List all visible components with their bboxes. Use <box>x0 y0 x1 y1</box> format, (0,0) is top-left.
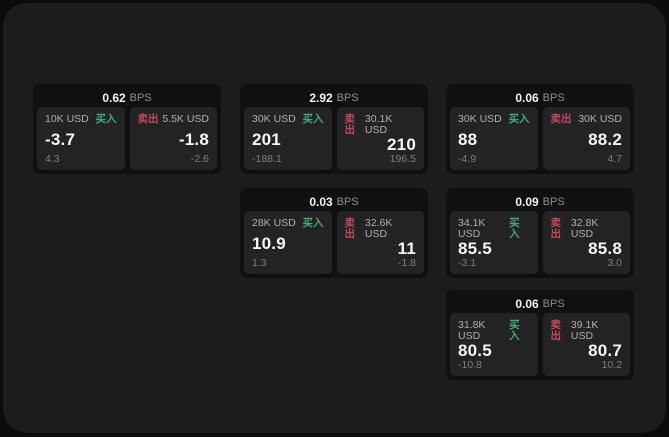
sell-tile[interactable]: 卖出 5.5K USD -1.8 -2.6 <box>129 107 217 170</box>
buy-badge: 买入 <box>509 319 520 342</box>
quote-tiles: 28K USD 买入 10.9 1.3 卖出 32.6K USD 11 -1.8 <box>244 211 424 274</box>
buy-delta: 1.3 <box>252 256 267 269</box>
sell-price: 80.7 <box>588 340 622 360</box>
sell-price: 88.2 <box>588 129 622 149</box>
quote-tiles: 30K USD 买入 201 -188.1 卖出 30.1K USD 210 1… <box>244 107 424 170</box>
sell-price: 85.8 <box>588 238 622 258</box>
sell-tile[interactable]: 卖出 30.1K USD 210 196.5 <box>336 107 424 170</box>
buy-badge: 买入 <box>302 217 324 229</box>
bps-card-4: 0.03 BPS 28K USD 买入 10.9 1.3 卖出 32.6K US… <box>240 188 428 278</box>
sell-delta: 3.0 <box>607 256 622 269</box>
buy-amount: 28K USD <box>252 217 296 229</box>
sell-amount: 5.5K USD <box>162 113 209 125</box>
buy-tile[interactable]: 30K USD 买入 88 -4.9 <box>450 107 538 170</box>
bps-value: 0.06 <box>515 90 539 105</box>
bps-card-5: 0.09 BPS 34.1K USD 买入 85.5 -3.1 卖出 32.8K… <box>446 188 634 278</box>
sell-badge: 卖出 <box>137 113 159 125</box>
sell-delta: 4.7 <box>607 152 622 165</box>
bps-unit-label: BPS <box>542 195 565 208</box>
card-header: 0.62 BPS <box>37 88 217 107</box>
sell-amount: 32.6K USD <box>364 217 393 240</box>
sell-badge: 卖出 <box>344 113 356 136</box>
sell-delta: -1.8 <box>397 256 416 269</box>
card-header: 0.06 BPS <box>450 294 630 313</box>
buy-delta: -188.1 <box>252 152 282 165</box>
sell-tile[interactable]: 卖出 30K USD 88.2 4.7 <box>542 107 630 170</box>
buy-badge: 买入 <box>302 113 324 125</box>
buy-price: 80.5 <box>458 340 492 360</box>
buy-price: 85.5 <box>458 238 492 258</box>
sell-tile[interactable]: 卖出 32.6K USD 11 -1.8 <box>336 211 424 274</box>
buy-tile[interactable]: 10K USD 买入 -3.7 4.3 <box>37 107 125 170</box>
buy-price: 88 <box>458 129 478 149</box>
sell-delta: 10.2 <box>601 358 622 371</box>
buy-amount: 30K USD <box>252 113 296 125</box>
sell-delta: -2.6 <box>190 152 209 165</box>
bps-value: 2.92 <box>309 90 333 105</box>
buy-delta: -3.1 <box>458 256 477 269</box>
buy-tile[interactable]: 30K USD 买入 201 -188.1 <box>244 107 332 170</box>
buy-amount: 10K USD <box>45 113 89 125</box>
buy-amount: 34.1K USD <box>458 217 486 240</box>
bps-unit-label: BPS <box>336 91 359 104</box>
main-panel: 0.62 BPS 10K USD 买入 -3.7 4.3 卖出 5.5K USD… <box>3 3 666 433</box>
buy-delta: -4.9 <box>458 152 477 165</box>
sell-price: 210 <box>387 134 416 154</box>
buy-delta: 4.3 <box>45 152 60 165</box>
bps-value: 0.03 <box>309 194 333 209</box>
bps-unit-label: BPS <box>542 91 565 104</box>
sell-amount: 30K USD <box>578 113 622 125</box>
bps-value: 0.09 <box>515 194 539 209</box>
bps-unit-label: BPS <box>336 195 359 208</box>
sell-amount: 32.8K USD <box>570 217 599 240</box>
buy-badge: 买入 <box>509 217 520 240</box>
buy-tile[interactable]: 34.1K USD 买入 85.5 -3.1 <box>450 211 538 274</box>
quote-tiles: 30K USD 买入 88 -4.9 卖出 30K USD 88.2 4.7 <box>450 107 630 170</box>
bps-unit-label: BPS <box>129 91 152 104</box>
buy-badge: 买入 <box>508 113 530 125</box>
quote-tiles: 31.8K USD 买入 80.5 -10.8 卖出 39.1K USD 80.… <box>450 313 630 376</box>
buy-badge: 买入 <box>95 113 117 125</box>
sell-amount: 39.1K USD <box>570 319 599 342</box>
buy-price: 201 <box>252 129 281 149</box>
sell-badge: 卖出 <box>344 217 356 240</box>
bps-value: 0.06 <box>515 296 539 311</box>
sell-badge: 卖出 <box>550 113 572 125</box>
sell-tile[interactable]: 卖出 32.8K USD 85.8 3.0 <box>542 211 630 274</box>
buy-delta: -10.8 <box>458 358 482 371</box>
buy-price: -3.7 <box>45 129 76 149</box>
card-header: 2.92 BPS <box>244 88 424 107</box>
sell-badge: 卖出 <box>550 319 562 342</box>
buy-tile[interactable]: 31.8K USD 买入 80.5 -10.8 <box>450 313 538 376</box>
buy-amount: 31.8K USD <box>458 319 486 342</box>
buy-amount: 30K USD <box>458 113 502 125</box>
bps-card-3: 0.06 BPS 30K USD 买入 88 -4.9 卖出 30K USD 8… <box>446 84 634 174</box>
card-header: 0.03 BPS <box>244 192 424 211</box>
card-header: 0.09 BPS <box>450 192 630 211</box>
bps-value: 0.62 <box>102 90 126 105</box>
sell-amount: 30.1K USD <box>364 113 393 136</box>
quote-tiles: 34.1K USD 买入 85.5 -3.1 卖出 32.8K USD 85.8… <box>450 211 630 274</box>
sell-price: -1.8 <box>178 129 209 149</box>
sell-delta: 196.5 <box>389 152 416 165</box>
bps-card-2: 2.92 BPS 30K USD 买入 201 -188.1 卖出 30.1K … <box>240 84 428 174</box>
sell-price: 11 <box>397 238 416 258</box>
buy-tile[interactable]: 28K USD 买入 10.9 1.3 <box>244 211 332 274</box>
card-header: 0.06 BPS <box>450 88 630 107</box>
sell-badge: 卖出 <box>550 217 562 240</box>
buy-price: 10.9 <box>252 233 286 253</box>
quote-tiles: 10K USD 买入 -3.7 4.3 卖出 5.5K USD -1.8 -2.… <box>37 107 217 170</box>
bps-card-6: 0.06 BPS 31.8K USD 买入 80.5 -10.8 卖出 39.1… <box>446 290 634 380</box>
sell-tile[interactable]: 卖出 39.1K USD 80.7 10.2 <box>542 313 630 376</box>
bps-unit-label: BPS <box>542 297 565 310</box>
bps-card-1: 0.62 BPS 10K USD 买入 -3.7 4.3 卖出 5.5K USD… <box>33 84 221 174</box>
